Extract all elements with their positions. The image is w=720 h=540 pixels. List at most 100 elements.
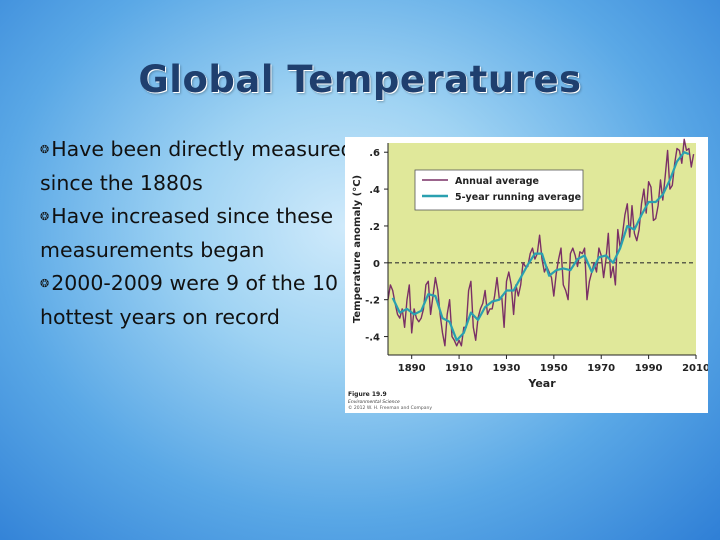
figure-book-title: Environmental Science <box>348 399 400 405</box>
data-point-annual <box>480 308 481 309</box>
y-axis-label: Temperature anomaly (°C) <box>352 175 363 323</box>
figure-label: Figure 19.9 <box>348 391 387 398</box>
data-point-annual <box>582 253 583 254</box>
data-point-annual <box>563 284 564 285</box>
data-point-annual <box>558 259 559 260</box>
bullet-item: ❂Have been directly measured since the 1… <box>40 133 355 200</box>
data-point-annual <box>572 247 573 248</box>
figure-copyright: © 2012 W. H. Freeman and Company <box>348 404 432 411</box>
data-point-annual <box>454 340 455 341</box>
data-point-annual <box>605 259 606 260</box>
data-point-annual <box>425 284 426 285</box>
legend-label-annual: Annual average <box>455 176 539 187</box>
x-axis-label: Year <box>527 377 556 390</box>
data-point-annual <box>468 290 469 291</box>
data-point-annual <box>494 295 495 296</box>
data-point-annual <box>539 235 540 236</box>
data-point-running <box>463 332 464 333</box>
data-point-annual <box>430 314 431 315</box>
data-point-annual <box>444 345 445 346</box>
data-point-annual <box>629 236 630 237</box>
series-line-running <box>391 151 690 342</box>
data-point-annual <box>428 281 429 282</box>
data-point-annual <box>413 308 414 309</box>
data-point-annual <box>551 277 552 278</box>
data-point-annual <box>506 281 507 282</box>
series-line-annual <box>387 138 695 347</box>
data-point-annual <box>475 340 476 341</box>
bullet-marker-icon: ❂ <box>40 143 50 156</box>
data-point-annual <box>456 345 457 346</box>
data-point-annual <box>579 251 580 252</box>
data-point-annual <box>532 247 533 248</box>
data-point-annual <box>399 318 400 319</box>
data-point-annual <box>485 290 486 291</box>
data-point-annual <box>522 262 523 263</box>
data-point-annual <box>672 185 673 186</box>
data-point-running <box>392 297 393 298</box>
data-point-running <box>577 259 578 260</box>
data-point-running <box>449 321 450 322</box>
data-point-annual <box>534 259 535 260</box>
data-point-running <box>627 225 628 226</box>
data-point-running <box>534 253 535 254</box>
data-point-annual <box>669 188 670 189</box>
data-point-annual <box>679 150 680 151</box>
x-tick-label: 2010 <box>682 363 708 374</box>
data-point-running <box>477 319 478 320</box>
data-point-annual <box>657 205 658 206</box>
data-point-annual <box>641 203 642 204</box>
x-tick-label: 1970 <box>587 363 615 374</box>
data-point-running <box>669 179 670 180</box>
data-point-running <box>688 153 689 154</box>
data-point-running <box>541 253 542 254</box>
data-point-annual <box>577 266 578 267</box>
data-point-running <box>435 295 436 296</box>
data-point-annual <box>461 345 462 346</box>
data-point-annual <box>553 295 554 296</box>
data-point-annual <box>447 314 448 315</box>
data-point-running <box>655 201 656 202</box>
data-point-running <box>456 340 457 341</box>
data-point-annual <box>646 212 647 213</box>
data-point-annual <box>511 284 512 285</box>
data-point-running <box>442 318 443 319</box>
data-point-annual <box>691 166 692 167</box>
legend-label-running: 5-year running average <box>455 192 581 203</box>
data-point-annual <box>648 181 649 182</box>
data-point-annual <box>449 299 450 300</box>
data-point-annual <box>686 150 687 151</box>
data-point-running <box>634 229 635 230</box>
data-point-running <box>428 294 429 295</box>
data-point-annual <box>570 253 571 254</box>
data-point-running <box>421 310 422 311</box>
data-point-annual <box>627 203 628 204</box>
data-point-running <box>598 257 599 258</box>
data-point-annual <box>688 148 689 149</box>
data-point-annual <box>518 295 519 296</box>
data-point-annual <box>676 148 677 149</box>
data-point-annual <box>406 299 407 300</box>
data-point-annual <box>503 327 504 328</box>
data-point-annual <box>541 259 542 260</box>
data-point-running <box>485 306 486 307</box>
data-point-annual <box>496 277 497 278</box>
bullet-text: Have increased since these measurements … <box>40 204 334 262</box>
data-point-running <box>556 270 557 271</box>
data-point-running <box>620 247 621 248</box>
data-point-annual <box>404 327 405 328</box>
data-point-annual <box>575 255 576 256</box>
data-point-annual <box>667 150 668 151</box>
data-point-annual <box>617 229 618 230</box>
x-tick-label: 1990 <box>635 363 663 374</box>
data-point-annual <box>421 318 422 319</box>
data-point-running <box>470 312 471 313</box>
y-tick-label: .2 <box>369 222 380 233</box>
x-tick-label: 1890 <box>398 363 426 374</box>
slide-title: Global Temperatures <box>138 58 582 101</box>
bullet-list: ❂Have been directly measured since the 1… <box>40 133 355 334</box>
data-point-annual <box>594 262 595 263</box>
data-point-annual <box>603 277 604 278</box>
data-point-running <box>641 214 642 215</box>
data-point-annual <box>639 229 640 230</box>
